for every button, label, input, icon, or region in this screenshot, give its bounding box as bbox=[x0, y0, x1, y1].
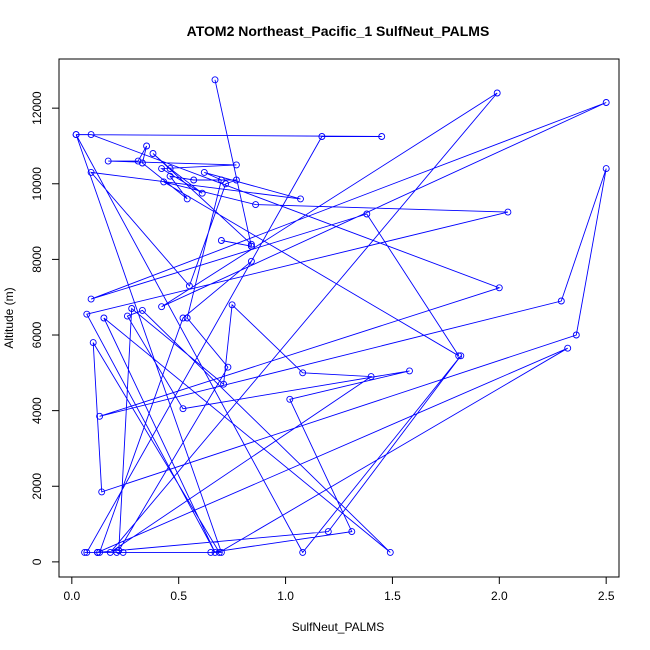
x-axis-label: SulfNeut_PALMS bbox=[292, 620, 385, 634]
data-point bbox=[220, 380, 228, 388]
data-point bbox=[185, 282, 193, 290]
data-point bbox=[89, 339, 97, 347]
data-point bbox=[217, 176, 225, 184]
x-tick-label: 1.0 bbox=[277, 589, 294, 603]
data-point bbox=[138, 159, 146, 167]
x-tick-label: 0.5 bbox=[170, 589, 187, 603]
y-tick-label: 2000 bbox=[30, 473, 44, 500]
data-point bbox=[179, 405, 187, 413]
data-point bbox=[211, 76, 219, 84]
data-point bbox=[87, 295, 95, 303]
data-point bbox=[495, 284, 503, 292]
data-point bbox=[572, 331, 580, 339]
data-point bbox=[104, 157, 112, 165]
data-point bbox=[198, 189, 206, 197]
y-tick-label: 4000 bbox=[30, 397, 44, 424]
series-line bbox=[75, 79, 607, 554]
x-axis: 0.0 0.5 1.0 1.5 2.0 2.5 bbox=[63, 576, 615, 603]
data-point bbox=[348, 528, 356, 536]
y-axis-label: Altitude (m) bbox=[2, 287, 16, 348]
data-point bbox=[183, 314, 191, 322]
data-point bbox=[406, 367, 413, 375]
data-point bbox=[286, 395, 294, 403]
data-point bbox=[247, 240, 255, 248]
data-point bbox=[252, 201, 260, 209]
x-tick-label: 1.5 bbox=[384, 589, 401, 603]
data-point bbox=[224, 363, 232, 371]
data-point bbox=[160, 178, 168, 186]
data-point bbox=[81, 548, 89, 556]
y-tick-label: 0 bbox=[30, 558, 44, 565]
data-point bbox=[83, 548, 91, 556]
y-tick-label: 8000 bbox=[30, 246, 44, 273]
data-point bbox=[134, 157, 142, 165]
x-tick-label: 2.5 bbox=[598, 589, 615, 603]
data-point bbox=[143, 142, 151, 150]
y-tick-label: 12000 bbox=[30, 91, 44, 125]
data-point bbox=[324, 528, 332, 536]
data-point bbox=[207, 548, 215, 556]
data-point bbox=[247, 257, 255, 265]
data-point bbox=[115, 547, 123, 554]
x-tick-label: 0.0 bbox=[63, 589, 80, 603]
data-point bbox=[98, 488, 106, 496]
data-point bbox=[455, 352, 463, 360]
y-tick-label: 6000 bbox=[30, 321, 44, 348]
data-point bbox=[96, 548, 104, 556]
data-point bbox=[457, 352, 465, 360]
data-point bbox=[367, 373, 375, 381]
data-point bbox=[166, 172, 174, 180]
data-point bbox=[215, 548, 223, 556]
data-point bbox=[72, 131, 80, 139]
data-point bbox=[119, 548, 127, 556]
data-point bbox=[557, 297, 565, 305]
data-point bbox=[602, 99, 610, 106]
data-point bbox=[363, 210, 371, 218]
data-point bbox=[200, 168, 208, 176]
data-point bbox=[228, 301, 236, 309]
series-layer bbox=[72, 76, 610, 556]
data-point bbox=[158, 303, 166, 311]
x-tick-label: 2.0 bbox=[491, 589, 508, 603]
data-point bbox=[87, 168, 95, 176]
data-point bbox=[149, 150, 157, 157]
data-point bbox=[504, 208, 512, 216]
data-point bbox=[297, 195, 304, 203]
data-point bbox=[232, 176, 240, 184]
data-point bbox=[87, 131, 95, 139]
data-point bbox=[222, 180, 230, 188]
data-point bbox=[83, 310, 91, 318]
data-point bbox=[493, 89, 501, 97]
data-point bbox=[179, 314, 187, 322]
data-point bbox=[100, 314, 108, 322]
data-point bbox=[183, 195, 191, 203]
data-point bbox=[138, 306, 146, 314]
data-point bbox=[299, 369, 307, 377]
y-axis: 0 2000 4000 6000 8000 10000 12000 bbox=[30, 91, 60, 565]
data-point bbox=[378, 133, 386, 140]
data-point bbox=[217, 237, 225, 244]
data-point bbox=[94, 548, 101, 556]
data-point bbox=[386, 548, 394, 556]
y-tick-label: 10000 bbox=[30, 167, 44, 201]
data-point bbox=[299, 548, 307, 556]
data-point bbox=[247, 242, 255, 250]
data-point bbox=[166, 165, 174, 173]
data-point bbox=[318, 133, 326, 140]
data-point bbox=[190, 176, 198, 184]
data-point bbox=[232, 161, 240, 169]
data-point bbox=[158, 165, 166, 173]
data-point bbox=[123, 312, 131, 320]
data-point bbox=[564, 344, 572, 352]
data-point bbox=[602, 165, 610, 173]
data-point bbox=[217, 548, 225, 556]
data-point bbox=[128, 305, 136, 312]
chart-title: ATOM2 Northeast_Pacific_1 SulfNeut_PALMS bbox=[187, 23, 490, 39]
data-point bbox=[96, 412, 104, 420]
